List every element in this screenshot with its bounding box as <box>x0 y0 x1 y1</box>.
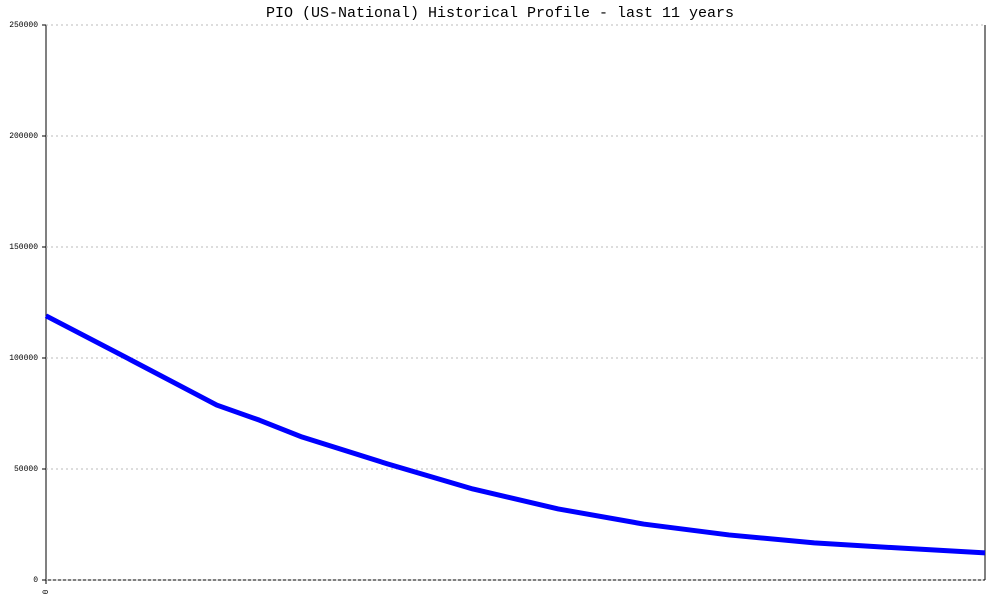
data-line <box>44 313 986 556</box>
chart-title: PIO (US-National) Historical Profile - l… <box>266 5 734 22</box>
y-tick-label: 0 <box>33 576 38 585</box>
y-tick-label: 100000 <box>9 354 38 363</box>
y-tick-label: 200000 <box>9 132 38 141</box>
y-tick-label: 250000 <box>9 21 38 30</box>
y-tick-label: 50000 <box>14 465 38 474</box>
x-tick-label: 0 <box>42 589 51 594</box>
y-tick-label: 150000 <box>9 243 38 252</box>
